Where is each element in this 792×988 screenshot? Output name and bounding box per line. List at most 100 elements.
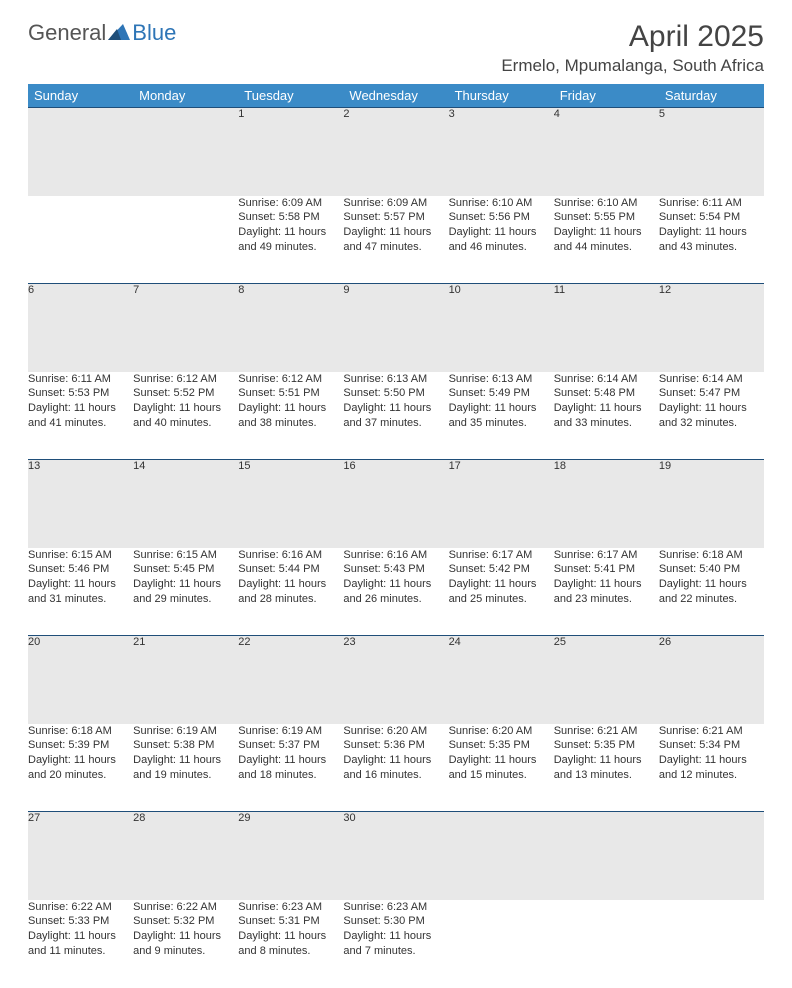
daylight-line: Daylight: 11 hours and 12 minutes. xyxy=(659,753,764,783)
header: General Blue April 2025 Ermelo, Mpumalan… xyxy=(28,20,764,76)
sunset-line: Sunset: 5:53 PM xyxy=(28,386,133,401)
day-content-cell xyxy=(133,196,238,284)
day-number-cell xyxy=(659,812,764,900)
sunset-line: Sunset: 5:43 PM xyxy=(343,562,448,577)
day-content-cell: Sunrise: 6:17 AMSunset: 5:42 PMDaylight:… xyxy=(449,548,554,636)
sunset-line: Sunset: 5:36 PM xyxy=(343,738,448,753)
daylight-line: Daylight: 11 hours and 26 minutes. xyxy=(343,577,448,607)
sunrise-line: Sunrise: 6:19 AM xyxy=(238,724,343,739)
day-number-cell: 13 xyxy=(28,460,133,548)
day-content-cell xyxy=(449,900,554,988)
daylight-line: Daylight: 11 hours and 28 minutes. xyxy=(238,577,343,607)
day-number-cell: 29 xyxy=(238,812,343,900)
day-content-cell: Sunrise: 6:12 AMSunset: 5:52 PMDaylight:… xyxy=(133,372,238,460)
day-number-cell: 9 xyxy=(343,284,448,372)
logo-triangle-icon xyxy=(108,22,130,45)
day-content-cell: Sunrise: 6:21 AMSunset: 5:35 PMDaylight:… xyxy=(554,724,659,812)
day-content-cell: Sunrise: 6:10 AMSunset: 5:56 PMDaylight:… xyxy=(449,196,554,284)
day-number-cell: 8 xyxy=(238,284,343,372)
day-content-cell: Sunrise: 6:13 AMSunset: 5:50 PMDaylight:… xyxy=(343,372,448,460)
sunset-line: Sunset: 5:54 PM xyxy=(659,210,764,225)
daylight-line: Daylight: 11 hours and 20 minutes. xyxy=(28,753,133,783)
day-number-row: 27282930 xyxy=(28,812,764,900)
daylight-line: Daylight: 11 hours and 40 minutes. xyxy=(133,401,238,431)
sunset-line: Sunset: 5:57 PM xyxy=(343,210,448,225)
day-content-cell: Sunrise: 6:17 AMSunset: 5:41 PMDaylight:… xyxy=(554,548,659,636)
day-number-cell: 21 xyxy=(133,636,238,724)
day-number-cell: 23 xyxy=(343,636,448,724)
daylight-line: Daylight: 11 hours and 13 minutes. xyxy=(554,753,659,783)
day-number-cell: 4 xyxy=(554,108,659,196)
sunrise-line: Sunrise: 6:10 AM xyxy=(554,196,659,211)
sunrise-line: Sunrise: 6:17 AM xyxy=(449,548,554,563)
day-number-cell: 18 xyxy=(554,460,659,548)
weekday-header: Monday xyxy=(133,84,238,108)
sunrise-line: Sunrise: 6:16 AM xyxy=(343,548,448,563)
daylight-line: Daylight: 11 hours and 29 minutes. xyxy=(133,577,238,607)
day-number-cell xyxy=(449,812,554,900)
day-content-row: Sunrise: 6:15 AMSunset: 5:46 PMDaylight:… xyxy=(28,548,764,636)
day-content-row: Sunrise: 6:09 AMSunset: 5:58 PMDaylight:… xyxy=(28,196,764,284)
day-number-cell: 27 xyxy=(28,812,133,900)
sunrise-line: Sunrise: 6:15 AM xyxy=(28,548,133,563)
day-content-cell: Sunrise: 6:09 AMSunset: 5:57 PMDaylight:… xyxy=(343,196,448,284)
sunset-line: Sunset: 5:56 PM xyxy=(449,210,554,225)
weekday-header: Tuesday xyxy=(238,84,343,108)
day-number-cell: 22 xyxy=(238,636,343,724)
logo-text-blue: Blue xyxy=(132,20,176,46)
sunset-line: Sunset: 5:35 PM xyxy=(554,738,659,753)
day-content-cell: Sunrise: 6:11 AMSunset: 5:53 PMDaylight:… xyxy=(28,372,133,460)
sunrise-line: Sunrise: 6:19 AM xyxy=(133,724,238,739)
daylight-line: Daylight: 11 hours and 22 minutes. xyxy=(659,577,764,607)
daylight-line: Daylight: 11 hours and 25 minutes. xyxy=(449,577,554,607)
day-number-cell: 1 xyxy=(238,108,343,196)
day-number-cell: 28 xyxy=(133,812,238,900)
sunset-line: Sunset: 5:31 PM xyxy=(238,914,343,929)
sunrise-line: Sunrise: 6:14 AM xyxy=(554,372,659,387)
day-number-cell xyxy=(554,812,659,900)
day-number-cell: 6 xyxy=(28,284,133,372)
day-content-cell: Sunrise: 6:12 AMSunset: 5:51 PMDaylight:… xyxy=(238,372,343,460)
weekday-header: Saturday xyxy=(659,84,764,108)
weekday-header-row: Sunday Monday Tuesday Wednesday Thursday… xyxy=(28,84,764,108)
sunrise-line: Sunrise: 6:21 AM xyxy=(554,724,659,739)
month-title: April 2025 xyxy=(501,20,764,54)
title-block: April 2025 Ermelo, Mpumalanga, South Afr… xyxy=(501,20,764,76)
sunset-line: Sunset: 5:39 PM xyxy=(28,738,133,753)
daylight-line: Daylight: 11 hours and 49 minutes. xyxy=(238,225,343,255)
logo: General Blue xyxy=(28,20,176,46)
sunrise-line: Sunrise: 6:20 AM xyxy=(449,724,554,739)
daylight-line: Daylight: 11 hours and 47 minutes. xyxy=(343,225,448,255)
sunset-line: Sunset: 5:44 PM xyxy=(238,562,343,577)
sunrise-line: Sunrise: 6:12 AM xyxy=(133,372,238,387)
sunset-line: Sunset: 5:37 PM xyxy=(238,738,343,753)
day-content-cell xyxy=(28,196,133,284)
sunset-line: Sunset: 5:47 PM xyxy=(659,386,764,401)
sunrise-line: Sunrise: 6:13 AM xyxy=(449,372,554,387)
daylight-line: Daylight: 11 hours and 11 minutes. xyxy=(28,929,133,959)
sunset-line: Sunset: 5:41 PM xyxy=(554,562,659,577)
sunset-line: Sunset: 5:32 PM xyxy=(133,914,238,929)
weekday-header: Friday xyxy=(554,84,659,108)
sunrise-line: Sunrise: 6:18 AM xyxy=(659,548,764,563)
day-content-cell: Sunrise: 6:14 AMSunset: 5:47 PMDaylight:… xyxy=(659,372,764,460)
weekday-header: Sunday xyxy=(28,84,133,108)
sunset-line: Sunset: 5:48 PM xyxy=(554,386,659,401)
daylight-line: Daylight: 11 hours and 35 minutes. xyxy=(449,401,554,431)
day-number-cell: 30 xyxy=(343,812,448,900)
sunset-line: Sunset: 5:55 PM xyxy=(554,210,659,225)
daylight-line: Daylight: 11 hours and 19 minutes. xyxy=(133,753,238,783)
logo-text-general: General xyxy=(28,20,106,46)
sunset-line: Sunset: 5:51 PM xyxy=(238,386,343,401)
day-content-cell: Sunrise: 6:21 AMSunset: 5:34 PMDaylight:… xyxy=(659,724,764,812)
day-number-cell: 10 xyxy=(449,284,554,372)
day-content-row: Sunrise: 6:11 AMSunset: 5:53 PMDaylight:… xyxy=(28,372,764,460)
day-content-cell: Sunrise: 6:16 AMSunset: 5:44 PMDaylight:… xyxy=(238,548,343,636)
day-number-cell: 20 xyxy=(28,636,133,724)
location: Ermelo, Mpumalanga, South Africa xyxy=(501,56,764,76)
sunrise-line: Sunrise: 6:21 AM xyxy=(659,724,764,739)
sunset-line: Sunset: 5:45 PM xyxy=(133,562,238,577)
weekday-header: Wednesday xyxy=(343,84,448,108)
sunrise-line: Sunrise: 6:22 AM xyxy=(28,900,133,915)
sunrise-line: Sunrise: 6:23 AM xyxy=(343,900,448,915)
